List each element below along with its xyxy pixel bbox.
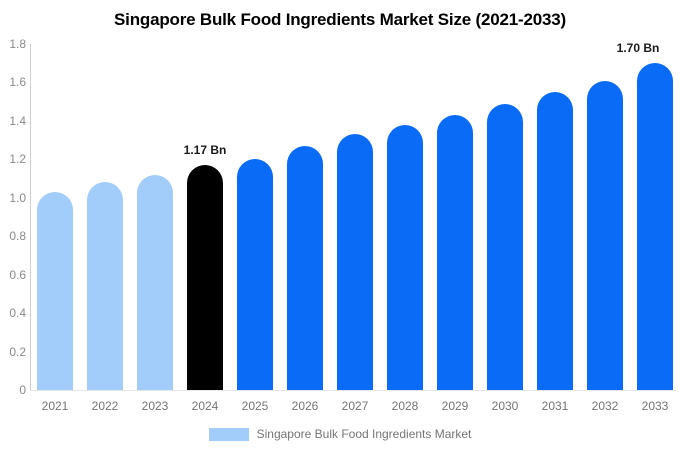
x-tick-label-2031: 2031 [541, 399, 569, 413]
x-tick-label-2024: 2024 [191, 399, 219, 413]
y-tick-label: 1.4 [9, 113, 26, 128]
x-tick-label-2027: 2027 [341, 399, 369, 413]
x-tick-label-2022: 2022 [91, 399, 119, 413]
y-tick-label: 1.6 [9, 75, 26, 90]
bar-2027[interactable] [337, 134, 373, 390]
x-tick-label-2029: 2029 [441, 399, 469, 413]
bar-2031[interactable] [537, 92, 573, 390]
x-tick-label-2030: 2030 [491, 399, 519, 413]
bar-2032[interactable] [587, 80, 623, 390]
bar-value-label-2033: 1.70 Bn [616, 41, 660, 56]
x-tick-label-2021: 2021 [41, 399, 69, 413]
chart-title: Singapore Bulk Food Ingredients Market S… [114, 10, 566, 29]
x-tick-label-2033: 2033 [641, 399, 669, 413]
bar-2022[interactable] [87, 182, 123, 390]
bar-2028[interactable] [387, 124, 423, 390]
x-tick-label-2028: 2028 [391, 399, 419, 413]
y-tick-label: 1.0 [9, 190, 26, 205]
bar-2024[interactable] [187, 165, 223, 390]
bar-2029[interactable] [437, 115, 473, 390]
y-tick-label: 1.2 [9, 152, 26, 167]
bar-2023[interactable] [137, 174, 173, 390]
bar-2033[interactable] [637, 63, 673, 390]
bar-2021[interactable] [37, 192, 73, 390]
y-tick-label: 0 [19, 383, 26, 397]
y-tick-label: 0.4 [9, 306, 26, 321]
x-tick-label-2032: 2032 [591, 399, 619, 413]
legend[interactable]: Singapore Bulk Food Ingredients Market [0, 427, 680, 441]
y-tick-label: 0.6 [9, 267, 26, 282]
y-tick-label: 0.2 [9, 344, 26, 359]
x-axis-line [30, 390, 676, 391]
y-tick-label: 1.8 [9, 37, 26, 51]
bar-2025[interactable] [237, 159, 273, 390]
x-tick-label-2025: 2025 [241, 399, 269, 413]
bar-value-label-2024: 1.17 Bn [183, 143, 227, 158]
bar-2030[interactable] [487, 103, 523, 390]
y-axis-line [30, 44, 31, 390]
legend-swatch [208, 427, 249, 441]
y-tick-label: 0.8 [9, 229, 26, 244]
x-tick-label-2023: 2023 [141, 399, 169, 413]
bar-2026[interactable] [287, 145, 323, 390]
legend-label: Singapore Bulk Food Ingredients Market [256, 427, 472, 441]
x-tick-label-2026: 2026 [291, 399, 319, 413]
